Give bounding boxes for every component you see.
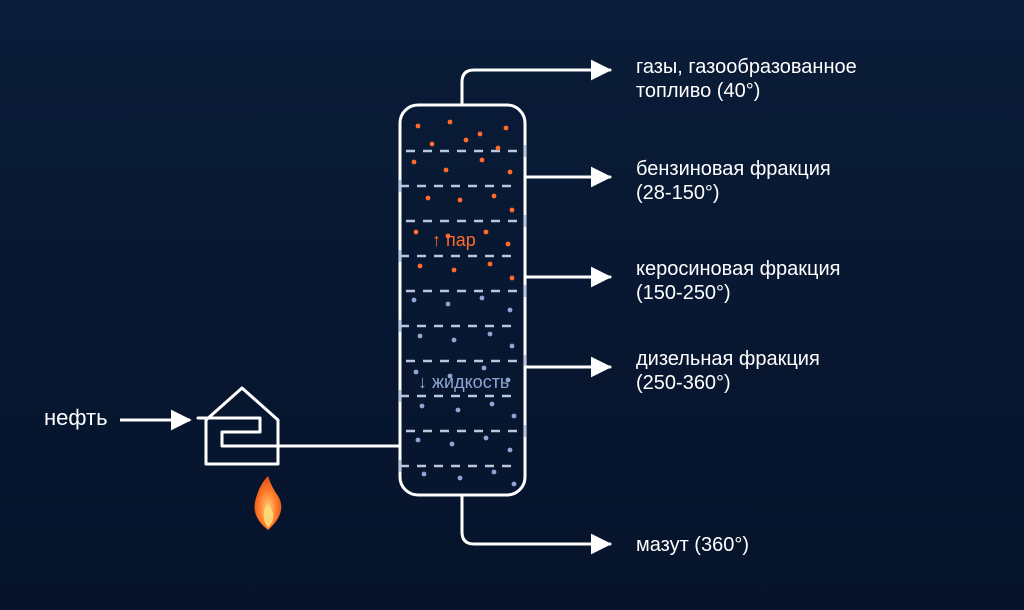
vapor-label: ↑ пар	[432, 230, 476, 250]
vapor-dot	[488, 262, 493, 267]
vapor-dot	[426, 196, 431, 201]
vapor-dot	[506, 242, 511, 247]
liquid-dot	[512, 482, 517, 487]
liquid-dot	[458, 476, 463, 481]
output-label-diesel-2: (250-360°)	[636, 372, 731, 394]
vapor-dot	[412, 160, 417, 165]
liquid-dot	[416, 438, 421, 443]
liquid-dot	[446, 302, 451, 307]
liquid-dot	[420, 404, 425, 409]
liquid-dot	[508, 308, 513, 313]
output-label-kerosene-2: (150-250°)	[636, 282, 731, 304]
vapor-dot	[504, 126, 509, 131]
liquid-dot	[512, 414, 517, 419]
liquid-dot	[422, 472, 427, 477]
liquid-label: ↓ жидкость	[418, 372, 509, 392]
output-label-diesel: дизельная фракция	[636, 348, 820, 370]
vapor-dot	[510, 276, 515, 281]
vapor-dot	[444, 168, 449, 173]
vapor-dot	[414, 230, 419, 235]
liquid-dot	[492, 470, 497, 475]
output-label-gasoline-2: (28-150°)	[636, 182, 720, 204]
vapor-dot	[508, 170, 513, 175]
liquid-dot	[412, 298, 417, 303]
liquid-dot	[510, 344, 515, 349]
output-label-gases-2: топливо (40°)	[636, 80, 760, 102]
vapor-dot	[458, 198, 463, 203]
vapor-dot	[464, 138, 469, 143]
vapor-dot	[480, 158, 485, 163]
vapor-dot	[418, 264, 423, 269]
vapor-dot	[448, 120, 453, 125]
vapor-dot	[484, 230, 489, 235]
output-label-gasoline: бензиновая фракция	[636, 158, 831, 180]
liquid-dot	[418, 334, 423, 339]
liquid-dot	[482, 366, 487, 371]
vapor-dot	[478, 132, 483, 137]
input-label: нефть	[44, 405, 108, 430]
liquid-dot	[484, 436, 489, 441]
liquid-dot	[488, 332, 493, 337]
vapor-dot	[492, 194, 497, 199]
vapor-dot	[416, 124, 421, 129]
liquid-dot	[450, 442, 455, 447]
vapor-dot	[510, 208, 515, 213]
output-label-fuel_oil: мазут (360°)	[636, 534, 749, 556]
output-label-gases: газы, газообразованное	[636, 56, 857, 78]
distillation-diagram: ↑ пар ↓ жидкость нефть газы, газообразованн…	[0, 0, 1024, 610]
vapor-dot	[496, 146, 501, 151]
vapor-dot	[452, 268, 457, 273]
liquid-dot	[456, 408, 461, 413]
vapor-dot	[430, 142, 435, 147]
liquid-dot	[480, 296, 485, 301]
liquid-dot	[452, 338, 457, 343]
output-label-kerosene: керосиновая фракция	[636, 258, 841, 280]
liquid-dot	[490, 402, 495, 407]
liquid-dot	[508, 448, 513, 453]
